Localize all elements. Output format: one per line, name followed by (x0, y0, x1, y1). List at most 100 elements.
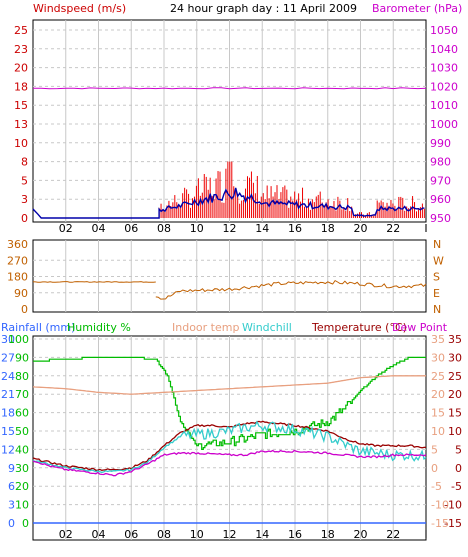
temp-tick-label: 10 (448, 425, 462, 438)
x-tick-label: 16 (288, 528, 302, 541)
x-tick-label: 14 (255, 528, 269, 541)
baro-tick-label: 970 (430, 174, 451, 187)
x-tick-label: 08 (157, 222, 171, 235)
wind-direction-line (32, 281, 156, 283)
baro-tick-label: 980 (430, 156, 451, 169)
x-tick-label: 16 (288, 222, 302, 235)
compass-tick-label: E (433, 287, 440, 300)
x-tick-label: 22 (386, 222, 400, 235)
temp-tick-label: 0 (455, 462, 462, 475)
baro-tick-label: 1030 (430, 62, 458, 75)
humidity-tick-label: 10 (15, 499, 29, 512)
baro-tick-label: 1010 (430, 99, 458, 112)
baro-tick-label: 950 (430, 212, 451, 225)
x-tick-label: 12 (223, 222, 237, 235)
windchill-line (32, 420, 427, 474)
indoor-tick-label: 15 (431, 407, 445, 420)
direction-tick-label: 0 (21, 303, 28, 316)
x-tick-label: 02 (59, 222, 73, 235)
baro-tick-label: 1040 (430, 43, 458, 56)
x-tick-label: 22 (386, 528, 400, 541)
wind-tick-label: 3 (21, 193, 28, 206)
graph-title: 24 hour graph day : 11 April 2009 (170, 2, 357, 15)
x-tick-label: 04 (92, 528, 106, 541)
humidity-tick-label: 30 (15, 462, 29, 475)
indoor-tick-label: 30 (431, 351, 445, 364)
x-tick-label: 18 (321, 528, 335, 541)
barometer-line (32, 87, 427, 90)
wind-tick-label: 25 (14, 24, 28, 37)
x-tick-label: 18 (321, 222, 335, 235)
x-tick-label: 10 (190, 222, 204, 235)
indoor-tick-label: -15 (431, 517, 449, 530)
indoor-tick-label: 35 (431, 333, 445, 346)
humidity-tick-label: 100 (8, 333, 29, 346)
indoor-tick-label: -5 (431, 480, 442, 493)
indoor-temp-label: Indoor temp (172, 321, 239, 334)
baro-tick-label: 1050 (430, 24, 458, 37)
indoor-tick-label: 0 (431, 462, 438, 475)
temp-tick-label: 20 (448, 388, 462, 401)
temp-tick-label: 15 (448, 407, 462, 420)
wind-tick-label: 5 (21, 174, 28, 187)
rain-tick-label: 12 (1, 443, 15, 456)
temp-tick-label: 5 (455, 443, 462, 456)
x-tick-label: 12 (223, 528, 237, 541)
rain-tick-label: 21 (1, 388, 15, 401)
rain-tick-label: 6 (8, 480, 15, 493)
temperature-axis-label: Temperature (°C) (311, 321, 407, 334)
compass-tick-label: N (433, 238, 441, 251)
temp-tick-label: -5 (451, 480, 462, 493)
x-tick-label: 08 (157, 528, 171, 541)
rain-tick-label: 24 (1, 370, 15, 383)
humidity-tick-label: 20 (15, 480, 29, 493)
x-tick-label: 20 (354, 222, 368, 235)
compass-tick-label: W (433, 254, 444, 267)
indoor-tick-label: 25 (431, 370, 445, 383)
wind-tick-label: 20 (14, 62, 28, 75)
baro-tick-label: 960 (430, 193, 451, 206)
x-tick-label: 06 (124, 222, 138, 235)
wind-tick-label: 10 (14, 137, 28, 150)
indoor-tick-label: 5 (431, 443, 438, 456)
temp-tick-label: -15 (444, 517, 462, 530)
avg-wind-line (32, 187, 425, 219)
baro-tick-label: 1020 (430, 80, 458, 93)
rain-tick-label: 27 (1, 351, 15, 364)
baro-tick-label: 1000 (430, 118, 458, 131)
rainfall-axis-label: Rainfall (mm) (1, 321, 75, 334)
humidity-tick-label: 90 (15, 351, 29, 364)
temp-tick-label: 30 (448, 351, 462, 364)
direction-tick-label: 180 (7, 271, 28, 284)
wind-tick-label: 23 (14, 43, 28, 56)
barometer-axis-label: Barometer (hPa) (372, 2, 462, 15)
temperature-line (32, 420, 427, 471)
windchill-label: Windchill (242, 321, 292, 334)
x-tick-label: 04 (92, 222, 106, 235)
dew-line (32, 449, 427, 477)
x-tick-label: 20 (354, 528, 368, 541)
wind-tick-label: 13 (14, 118, 28, 131)
rain-tick-label: 15 (1, 425, 15, 438)
rain-tick-label: 30 (1, 333, 15, 346)
direction-tick-label: 270 (7, 254, 28, 267)
x-tick-label: 10 (190, 528, 204, 541)
indoor-tick-label: 20 (431, 388, 445, 401)
indoor-tick-label: 10 (431, 425, 445, 438)
x-tick-label: 02 (59, 528, 73, 541)
temp-tick-label: 35 (448, 333, 462, 346)
direction-tick-label: 90 (14, 287, 28, 300)
x-tick-label: I (424, 222, 427, 235)
rain-tick-label: 0 (8, 517, 15, 530)
humidity-tick-label: 70 (15, 388, 29, 401)
baro-tick-label: 990 (430, 137, 451, 150)
humidity-tick-label: 60 (15, 407, 29, 420)
humidity-axis-label: Humidity % (67, 321, 131, 334)
compass-tick-label: N (433, 303, 441, 316)
windspeed-axis-label: Windspeed (m/s) (33, 2, 126, 15)
direction-tick-label: 360 (7, 238, 28, 251)
dew-point-label: Dew Point (392, 321, 448, 334)
wind-tick-label: 15 (14, 99, 28, 112)
